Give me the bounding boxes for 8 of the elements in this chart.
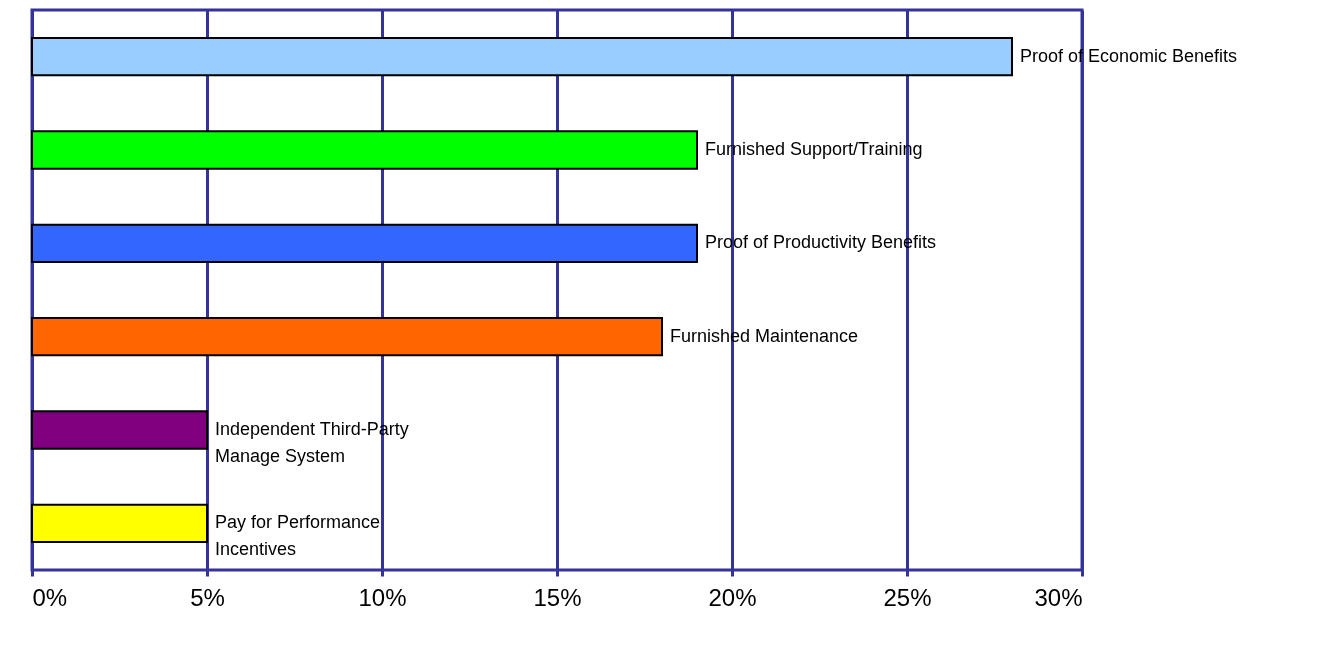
x-tick-label: 25% [883,583,932,611]
x-tick-label: 15% [533,583,582,611]
x-tick-label: 30% [1034,583,1083,611]
x-tick-label: 10% [358,583,407,611]
x-tick-label: 5% [190,583,225,611]
x-tick-label: 0% [32,583,68,611]
y-tick-label: Pay for Performance Incentives [215,512,381,560]
x-tick-label: 20% [708,583,757,611]
